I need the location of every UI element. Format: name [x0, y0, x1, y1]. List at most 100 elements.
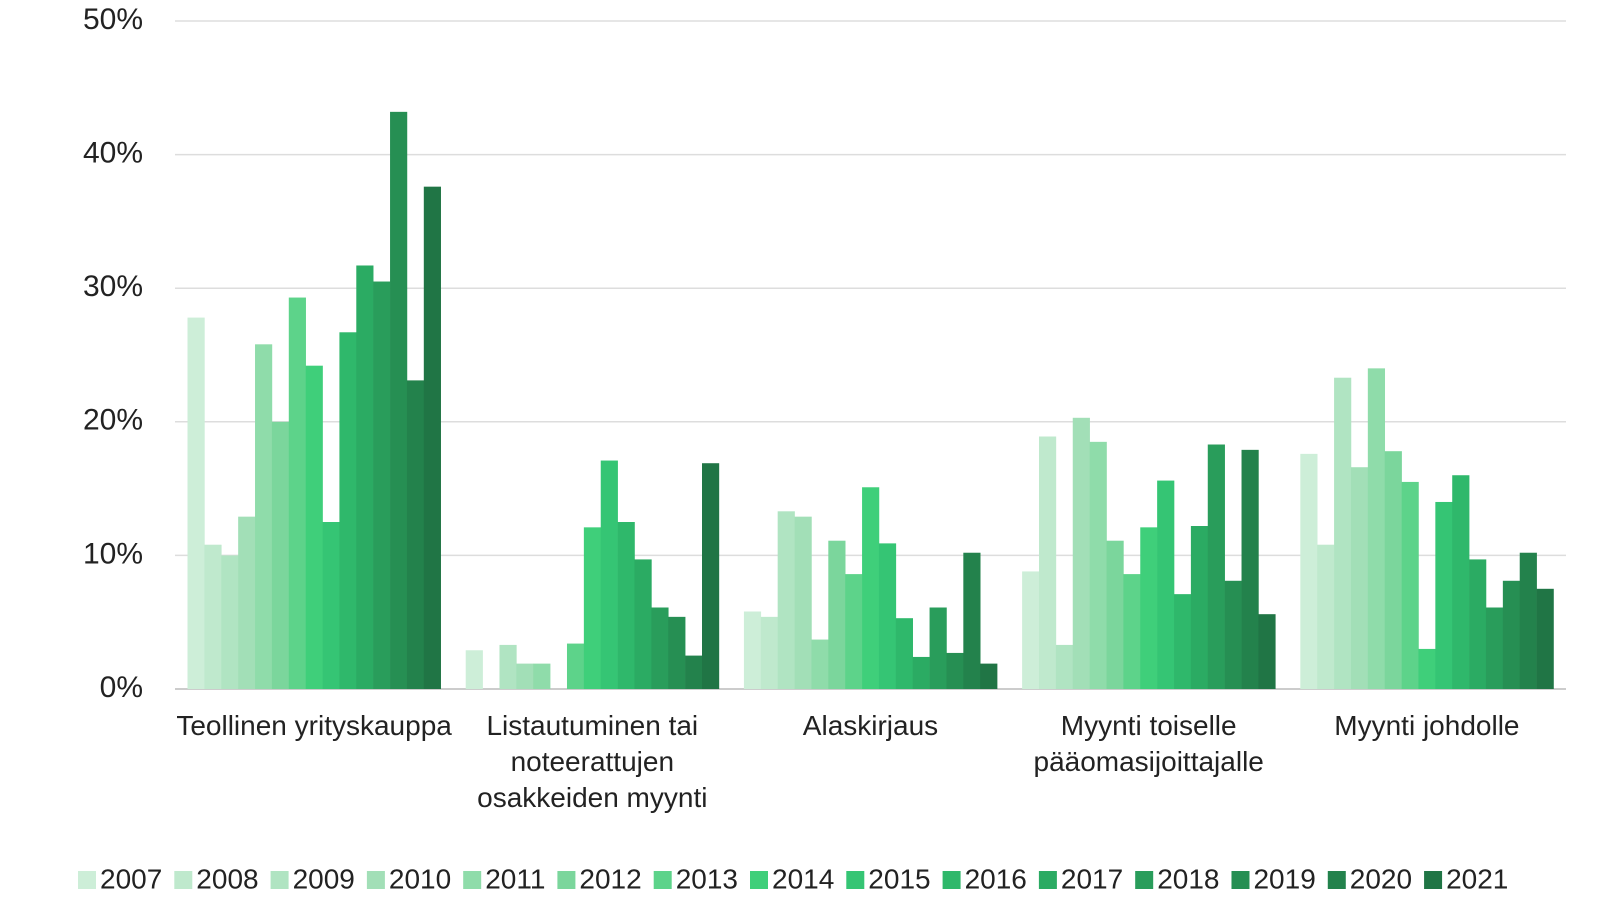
legend-swatch: [653, 871, 672, 889]
bar: [1157, 480, 1175, 689]
bar: [794, 516, 812, 689]
y-tick-label: 50%: [83, 3, 143, 36]
legend-label: 2016: [965, 863, 1027, 894]
bar: [1418, 648, 1436, 689]
y-tick-label: 20%: [83, 404, 143, 437]
legend-label: 2012: [579, 863, 641, 894]
bar: [946, 652, 964, 689]
legend-label: 2020: [1350, 863, 1412, 894]
bar: [1300, 453, 1318, 689]
bar: [1435, 501, 1453, 689]
legend-label: 2017: [1061, 863, 1123, 894]
legend-label: 2014: [772, 863, 834, 894]
bar: [1174, 594, 1192, 689]
bar: [685, 655, 703, 689]
bar: [777, 511, 795, 689]
bar: [1038, 436, 1057, 689]
bar: [271, 421, 290, 689]
bar: [1452, 475, 1470, 689]
bar: [373, 281, 391, 689]
bar: [862, 487, 880, 689]
bar: [651, 607, 669, 689]
bar: [305, 365, 323, 689]
legend-label: 2013: [676, 863, 738, 894]
y-tick-label: 10%: [83, 537, 143, 570]
legend-swatch: [750, 871, 768, 889]
bar: [583, 527, 602, 689]
legend-label: 2010: [389, 863, 451, 894]
bar: [617, 522, 635, 689]
bar: [743, 611, 762, 689]
bar: [238, 516, 256, 689]
legend-label: 2011: [485, 863, 545, 894]
bar: [1367, 368, 1386, 689]
bar: [811, 639, 829, 689]
bar: [1317, 544, 1335, 689]
bar: [878, 543, 897, 689]
bar: [929, 607, 947, 689]
legend-swatch: [557, 871, 576, 889]
bar: [828, 540, 846, 689]
legend-swatch: [366, 871, 385, 889]
bar: [516, 663, 534, 689]
bar: [1207, 444, 1225, 689]
bar: [702, 463, 720, 689]
bar: [1106, 540, 1124, 689]
bar: [356, 265, 374, 689]
x-tick-label: Teollinen yrityskauppa: [176, 710, 452, 741]
legend-swatch: [1327, 871, 1346, 889]
bar: [1469, 559, 1487, 689]
legend-label: 2009: [293, 863, 355, 894]
x-tick-label: Listautuminen tai noteerattujen osakkeid…: [477, 710, 708, 813]
legend-label: 2007: [100, 863, 162, 894]
bar: [339, 332, 357, 689]
legend-swatch: [78, 871, 96, 889]
bar: [912, 656, 930, 689]
legend-swatch: [1231, 871, 1250, 889]
legend-swatch: [1135, 871, 1154, 889]
bar: [499, 644, 517, 689]
bar: [465, 650, 483, 689]
bar: [634, 559, 652, 689]
legend-swatch: [270, 871, 289, 889]
x-tick-label: Alaskirjaus: [802, 710, 939, 741]
bar: [760, 616, 778, 689]
bar: [1519, 552, 1537, 689]
bar: [1258, 614, 1276, 689]
bar: [1502, 580, 1521, 689]
bar: [1022, 571, 1040, 689]
legend-label: 2015: [868, 863, 930, 894]
bar: [980, 663, 998, 689]
bar: [1350, 467, 1369, 689]
y-tick-label: 0%: [100, 671, 143, 704]
bar: [204, 544, 222, 689]
bar: [1384, 451, 1402, 689]
legend-label: 2021: [1446, 863, 1508, 894]
legend-label: 2008: [196, 863, 258, 894]
x-tick-label: Myynti johdolle: [1334, 710, 1520, 741]
bar: [1072, 417, 1090, 689]
bar: [1334, 377, 1352, 689]
bar: [1536, 588, 1554, 689]
bar: [895, 618, 913, 689]
bar: [1055, 644, 1074, 689]
legend-label: 2018: [1157, 863, 1219, 894]
bar: [187, 317, 205, 689]
legend-swatch: [463, 871, 482, 889]
bar: [288, 297, 306, 689]
bar: [1123, 574, 1141, 689]
bar: [566, 643, 585, 689]
legend-swatch: [1424, 871, 1443, 889]
x-tick-label: Myynti toiselle pääomasijoittajalle: [1033, 710, 1264, 777]
bar: [221, 555, 239, 689]
bar: [1485, 607, 1504, 689]
bar: [600, 460, 618, 689]
bar: [668, 616, 686, 689]
bar: [390, 111, 408, 689]
legend-swatch: [846, 871, 865, 889]
bar: [963, 552, 981, 689]
legend-label: 2019: [1253, 863, 1315, 894]
bar: [1401, 481, 1419, 689]
